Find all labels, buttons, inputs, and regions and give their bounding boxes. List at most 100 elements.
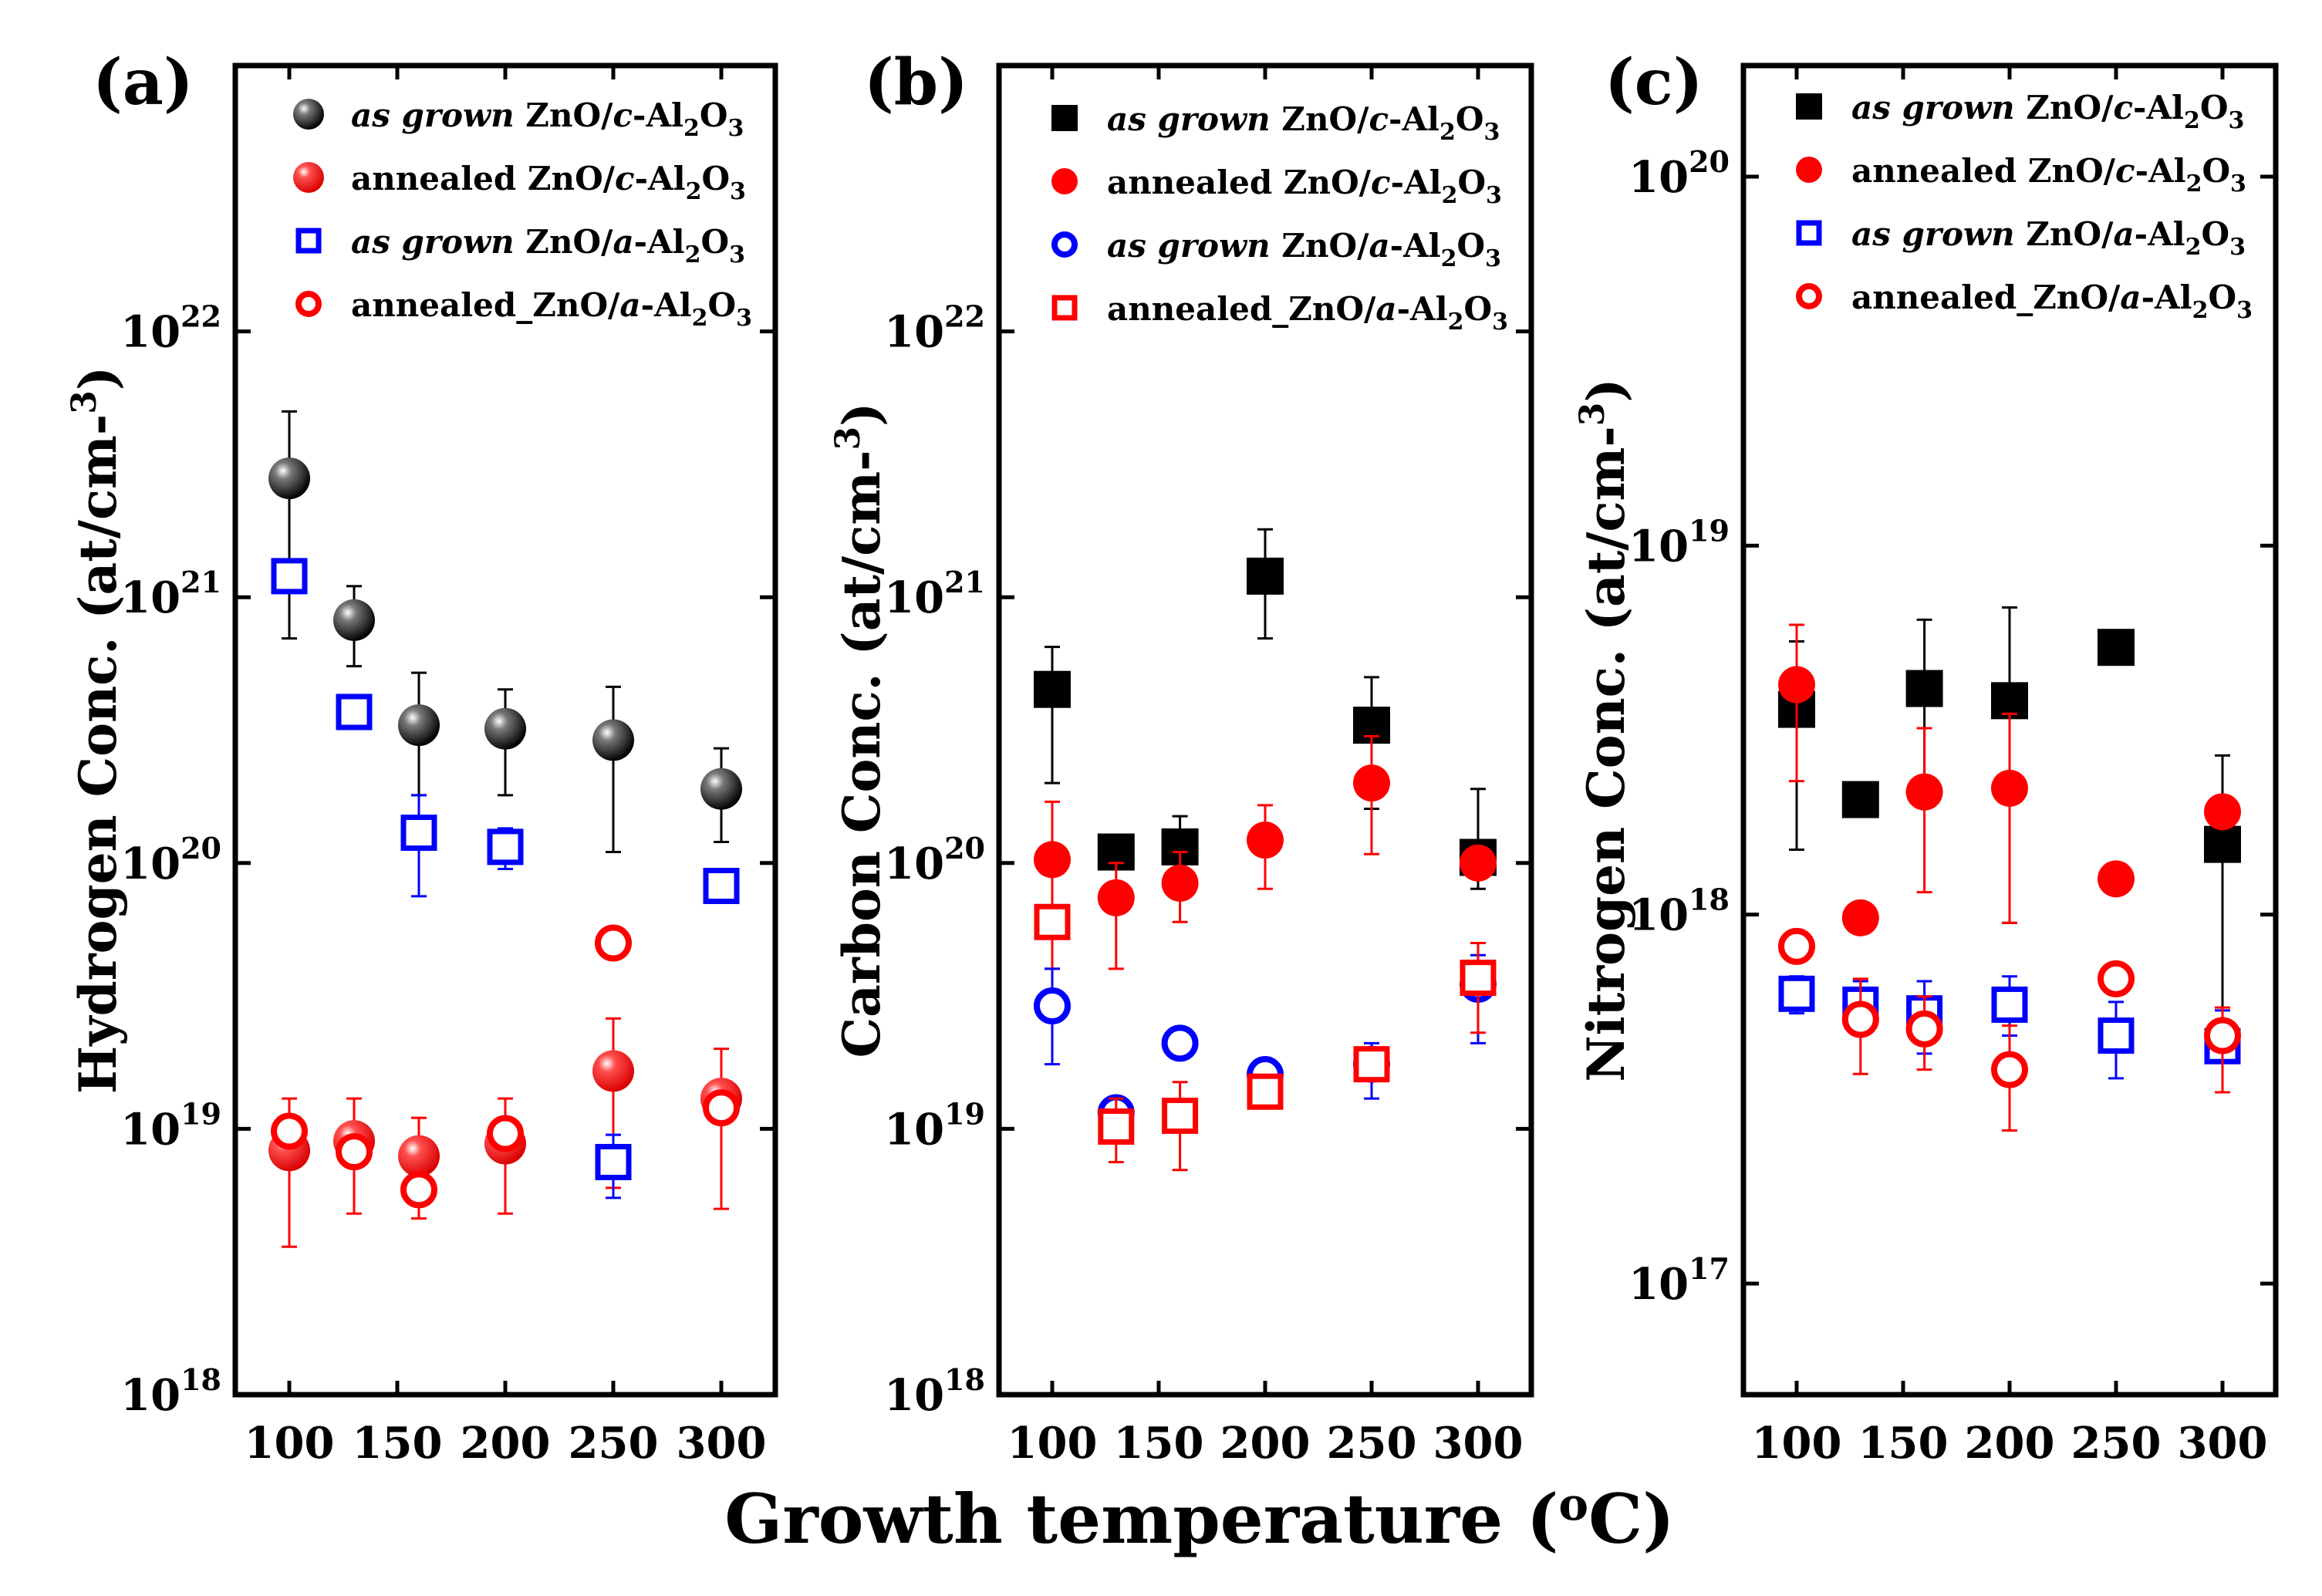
data-point: [1161, 1024, 1199, 1062]
data-point: [1162, 1097, 1199, 1134]
legend-marker: [295, 291, 322, 317]
y-axis-title-exponent: 3: [65, 390, 104, 414]
y-tick-label: 1019: [884, 1096, 985, 1155]
y-tick-label: 1020: [1628, 144, 1730, 203]
data-point: [398, 1135, 440, 1177]
y-tick-exponent: 22: [181, 299, 221, 334]
data-point: [268, 457, 310, 500]
data-point: [703, 1089, 740, 1127]
legend-label-part: ZnO: [1271, 100, 1357, 138]
legend-label-sub: 2: [685, 241, 701, 268]
data-point: [1353, 764, 1390, 802]
legend-label-sub: 3: [2236, 297, 2253, 324]
error-bar: [1045, 646, 1060, 785]
y-tick-base: 10: [1628, 890, 1689, 941]
panel-2: 100 150 200 250 30010181019102010211022Carbo…: [829, 46, 1534, 1469]
legend-label-italic: a: [613, 223, 633, 261]
data-point: [1460, 960, 1497, 997]
y-axis-title-text: Carbon Conc. (at/cm-: [832, 450, 892, 1058]
legend-label-italic: c: [1371, 164, 1391, 201]
data-point: [1460, 844, 1497, 882]
legend-label-italic: c: [2113, 89, 2133, 127]
y-tick-label: 1022: [120, 299, 221, 358]
y-tick-exponent: 22: [944, 299, 985, 334]
x-tick-label: 200: [1965, 1418, 2055, 1469]
legend-label: as grown ZnO/a-Al2O3: [351, 223, 745, 268]
y-axis-title: Carbon Conc. (at/cm-3): [829, 403, 892, 1058]
legend-label-sub: 3: [2228, 107, 2244, 134]
y-tick-label: 1018: [884, 1362, 985, 1421]
data-point: [336, 693, 373, 731]
legend-label-part: -: [633, 96, 646, 134]
legend-marker: [295, 228, 322, 254]
x-tick-label: 250: [1327, 1418, 1417, 1469]
legend-label-italic: c: [613, 96, 633, 134]
legend-label-part: Al: [646, 223, 685, 261]
panel-3: 100 150 200 250 3001017101810191020Nitrogen …: [1573, 46, 2279, 1469]
y-axis-title-exponent: 3: [1573, 403, 1612, 427]
legend-marker: [1796, 220, 1822, 246]
data-point: [487, 1115, 524, 1152]
legend-label-part: O: [1456, 100, 1484, 138]
data-point: [1247, 1073, 1284, 1110]
legend-label-sub: 2: [686, 178, 702, 205]
series-4: [271, 924, 740, 1209]
x-tick-label: 150: [353, 1418, 443, 1469]
legend-label-part: O: [1457, 164, 1486, 201]
y-tick-exponent: 19: [1689, 513, 1730, 548]
y-tick-exponent: 21: [944, 565, 985, 599]
data-point: [1905, 773, 1943, 811]
data-point: [1778, 666, 1815, 704]
series-4: [1034, 903, 1497, 1172]
data-point: [1034, 903, 1071, 940]
data-point: [1905, 1010, 1943, 1048]
legend-label-part: O: [700, 96, 728, 134]
error-bar: [714, 1048, 729, 1210]
legend-label-part: -: [634, 223, 647, 261]
legend-label-part: /: [601, 223, 613, 261]
data-point: [271, 558, 308, 595]
y-axis-title-text: Hydrogen Conc. (at/cm-: [68, 414, 128, 1094]
legend-label: annealed ZnO/c-Al2O3: [1107, 164, 1502, 209]
legend-label-sub: 2: [1448, 309, 1464, 336]
legend-label-part: annealed ZnO: [351, 160, 603, 197]
legend-label-italic: as grown: [1107, 100, 1271, 138]
legend-label-part: -: [1390, 227, 1403, 265]
x-tick-label: 100: [1007, 1418, 1098, 1469]
data-point: [484, 707, 526, 750]
legend-marker: [1796, 157, 1822, 183]
data-point: [592, 1050, 634, 1092]
legend-label: as grown ZnO/a-Al2O3: [1851, 215, 2246, 261]
legend-label-italic: a: [2113, 215, 2134, 253]
data-point: [592, 719, 634, 761]
legend-label-part: -: [2133, 89, 2146, 127]
legend-label-part: /: [1357, 100, 1369, 138]
data-point: [1905, 670, 1943, 707]
legend-marker: [1051, 295, 1078, 321]
data-point: [1991, 1051, 2028, 1088]
legend-label-part: Al: [1401, 100, 1439, 138]
y-tick-label: 1017: [1628, 1251, 1730, 1310]
y-axis-title: Nitrogen Conc. (at/cm-3): [1573, 378, 1636, 1081]
legend-label-sub: 2: [2185, 234, 2202, 261]
legend-marker: [293, 162, 324, 193]
y-tick-label: 1020: [120, 831, 221, 889]
y-tick-exponent: 18: [1689, 882, 1730, 917]
data-point: [487, 828, 524, 865]
data-point: [1991, 769, 2028, 807]
legend-marker: [1796, 283, 1822, 309]
y-tick-exponent: 18: [944, 1362, 985, 1397]
y-tick-label: 1021: [120, 565, 221, 623]
legend-marker: [1051, 105, 1078, 131]
y-tick-label: 1019: [1628, 513, 1730, 572]
legend-label-part: -: [635, 160, 648, 197]
y-tick-base: 10: [120, 572, 181, 623]
data-point: [2204, 1017, 2241, 1054]
y-tick-label: 1020: [884, 831, 985, 889]
legend-label-part: Al: [1409, 290, 1448, 328]
data-point: [1841, 1000, 1879, 1038]
y-tick-exponent: 21: [181, 565, 221, 599]
legend-label-part: -: [2135, 152, 2148, 190]
